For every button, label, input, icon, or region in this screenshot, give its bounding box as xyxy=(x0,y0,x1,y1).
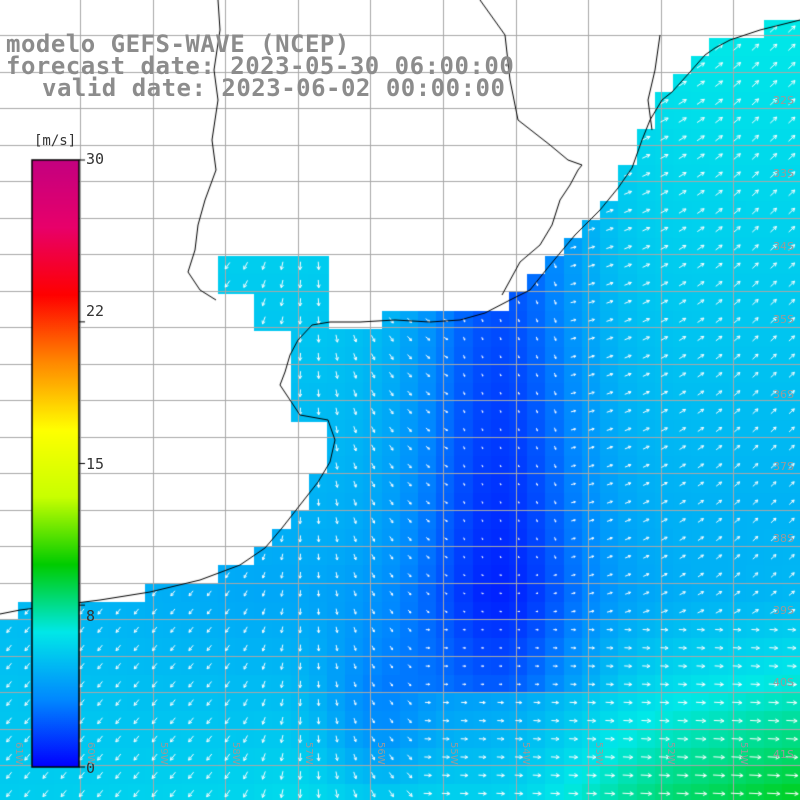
lon-label-61w: 61W xyxy=(13,742,24,765)
lon-label-58w: 58W xyxy=(230,742,241,765)
lat-label-34s: 34S xyxy=(773,240,794,253)
colorbar-tick-8: 8 xyxy=(86,607,96,625)
lon-label-51w: 51W xyxy=(738,742,749,765)
lat-label-36s: 36S xyxy=(773,388,794,401)
colorbar-unit-label: [m/s] xyxy=(34,133,77,149)
colorbar-tick-30: 30 xyxy=(86,150,105,168)
lon-label-53w: 53W xyxy=(593,742,604,765)
lon-label-55w: 55W xyxy=(448,742,459,765)
lat-label-39s: 39S xyxy=(773,604,794,617)
lon-label-52w: 52W xyxy=(665,742,676,765)
colorbar-tick-0: 0 xyxy=(86,759,96,777)
model-title: modelo GEFS-WAVE (NCEP) xyxy=(6,30,350,58)
lon-label-60w: 60W xyxy=(85,742,96,765)
lat-label-40s: 40S xyxy=(773,676,794,689)
colorbar-tick-22: 22 xyxy=(86,302,105,320)
lon-label-56w: 56W xyxy=(375,742,386,765)
lon-label-59w: 59W xyxy=(158,742,169,765)
forecast-date-label: forecast date: 2023-05-30 06:00:00 xyxy=(6,52,515,80)
valid-date-label: valid date: 2023-06-02 00:00:00 xyxy=(42,74,506,102)
lat-label-32s: 32S xyxy=(773,94,794,107)
lat-label-38s: 38S xyxy=(773,532,794,545)
lon-label-57w: 57W xyxy=(303,742,314,765)
lat-label-37s: 37S xyxy=(773,460,794,473)
lat-label-33s: 33S xyxy=(773,167,794,180)
colorbar-tick-15: 15 xyxy=(86,455,105,473)
lat-label-35s: 35S xyxy=(773,313,794,326)
lon-label-54w: 54W xyxy=(520,742,531,765)
lat-label-41s: 41S xyxy=(773,748,794,761)
